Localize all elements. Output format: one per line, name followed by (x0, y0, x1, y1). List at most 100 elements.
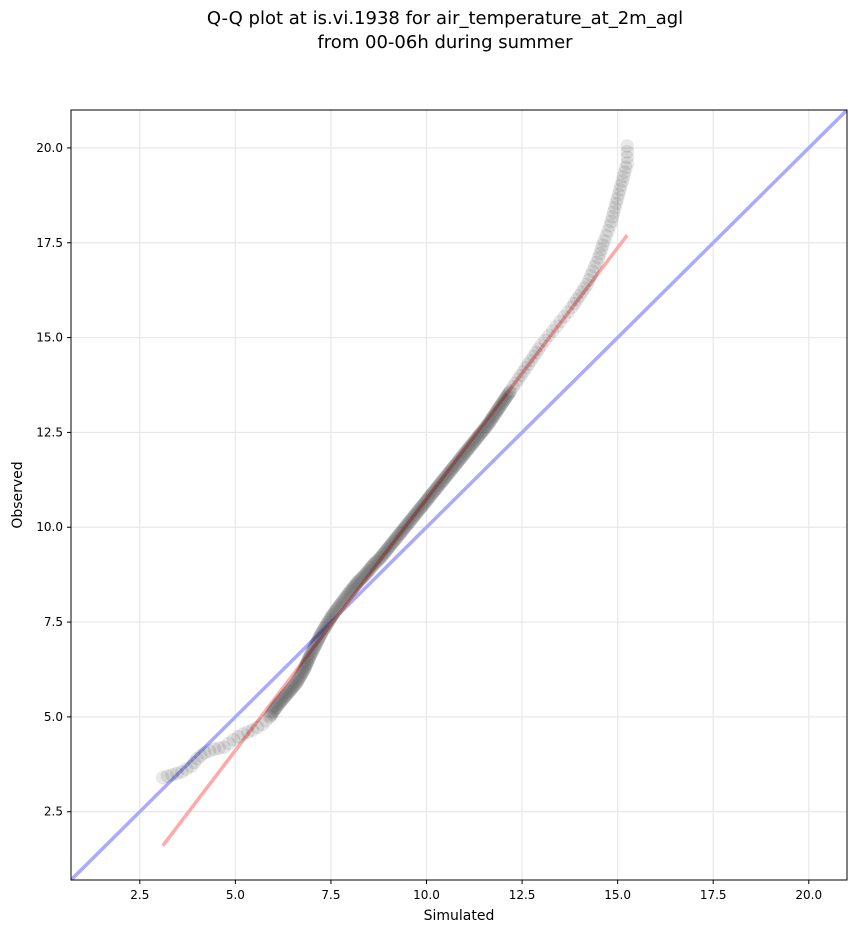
quantile-point (401, 516, 415, 531)
quantile-point (468, 432, 483, 447)
quantile-point (280, 687, 294, 702)
quantile-point (439, 469, 454, 484)
quantile-point (288, 677, 303, 691)
quantile-point (606, 205, 621, 220)
quantile-point (397, 520, 412, 535)
quantile-point (340, 587, 355, 602)
quantile-point (472, 428, 486, 443)
quantile-point (430, 480, 445, 495)
axis-ticks: 2.5 5.0 7.5 10.0 12.5 15.0 17.5 20.0 2.5 5.0 7.5 10… (36, 141, 822, 902)
quantile-point (324, 609, 339, 623)
quantile-point (506, 379, 521, 394)
quantile-point (337, 592, 352, 607)
x-tick-label: 5.0 (226, 888, 245, 902)
quantile-point (291, 672, 306, 687)
quantile-point (382, 539, 397, 554)
quantile-point (608, 200, 622, 215)
quantile-point (620, 150, 635, 165)
quantile-point (277, 689, 292, 704)
quantile-point (580, 277, 594, 292)
quantile-point (269, 700, 284, 714)
quantile-point (179, 762, 194, 776)
quantile-point (335, 595, 349, 610)
quantile-point (610, 191, 625, 206)
quantile-point (354, 571, 369, 586)
quantile-point (312, 629, 327, 644)
quantile-point (491, 402, 506, 417)
quantile-point (394, 524, 409, 539)
plot-frame (70, 109, 848, 881)
quantile-point (190, 751, 205, 766)
quantile-point (379, 543, 393, 558)
quantile-point (429, 481, 444, 496)
quantile-point (320, 617, 335, 631)
quantile-point (460, 443, 474, 458)
quantile-point (312, 631, 326, 646)
quantile-point (265, 705, 280, 720)
quantile-point (485, 410, 500, 425)
quantile-point (274, 693, 289, 708)
quantile-point (489, 405, 504, 419)
quantile-point (614, 178, 628, 193)
quantile-point (499, 389, 514, 404)
quantile-point (440, 468, 455, 482)
quantile-point (432, 477, 447, 492)
quantile-point (450, 455, 464, 470)
quantile-point (583, 268, 598, 283)
quantile-point (422, 489, 437, 504)
quantile-point (417, 496, 432, 511)
quantile-point (317, 621, 332, 636)
quantile-point (545, 324, 560, 338)
quantile-point (597, 233, 612, 248)
quantile-point (466, 435, 481, 450)
quantile-point (458, 445, 473, 459)
quantile-point (416, 497, 431, 512)
quantile-point (338, 590, 353, 605)
quantile-point (611, 187, 626, 202)
quantile-point (593, 246, 607, 261)
quantile-point (348, 578, 363, 592)
quantile-point (419, 493, 434, 508)
quantile-point (289, 675, 304, 690)
quantile-point (303, 649, 317, 664)
quantile-point (404, 512, 419, 527)
quantile-point (324, 610, 338, 625)
x-axis-label: Simulated (424, 908, 495, 924)
y-tick-label: 2.5 (44, 805, 63, 819)
quantile-point (170, 766, 184, 781)
quantile-point (384, 537, 399, 551)
quantile-point (287, 678, 302, 693)
quantile-point (395, 523, 410, 538)
quantile-point (591, 251, 606, 265)
quantile-point (197, 746, 212, 760)
quantile-point (359, 566, 374, 581)
quantile-point (513, 368, 528, 383)
x-tick-label: 15.0 (604, 888, 631, 902)
quantile-point (448, 458, 462, 473)
quantile-point (275, 692, 290, 707)
quantile-point (465, 436, 480, 451)
quantile-point (589, 255, 604, 270)
y-tick-label: 20.0 (36, 141, 63, 155)
quantile-point (315, 624, 330, 639)
quantile-point (490, 403, 505, 418)
y-tick-label: 5.0 (44, 710, 63, 724)
quantile-point (303, 647, 318, 662)
quantile-point (425, 487, 439, 501)
quantile-point (271, 697, 286, 712)
y-axis-label: Observed (10, 461, 26, 528)
quantile-point (328, 604, 343, 619)
quantile-point (308, 637, 323, 652)
quantile-point (281, 685, 295, 700)
quantile-point (534, 338, 549, 353)
quantile-point (263, 708, 278, 723)
quantile-point (286, 679, 301, 694)
grid-lines (71, 110, 847, 880)
quantile-point (236, 727, 250, 741)
quantile-point (330, 601, 345, 616)
quantile-point (494, 398, 508, 412)
quantile-point (435, 473, 450, 488)
quantile-point (516, 364, 531, 379)
quantile-point (470, 430, 485, 444)
quantile-point (357, 569, 371, 583)
